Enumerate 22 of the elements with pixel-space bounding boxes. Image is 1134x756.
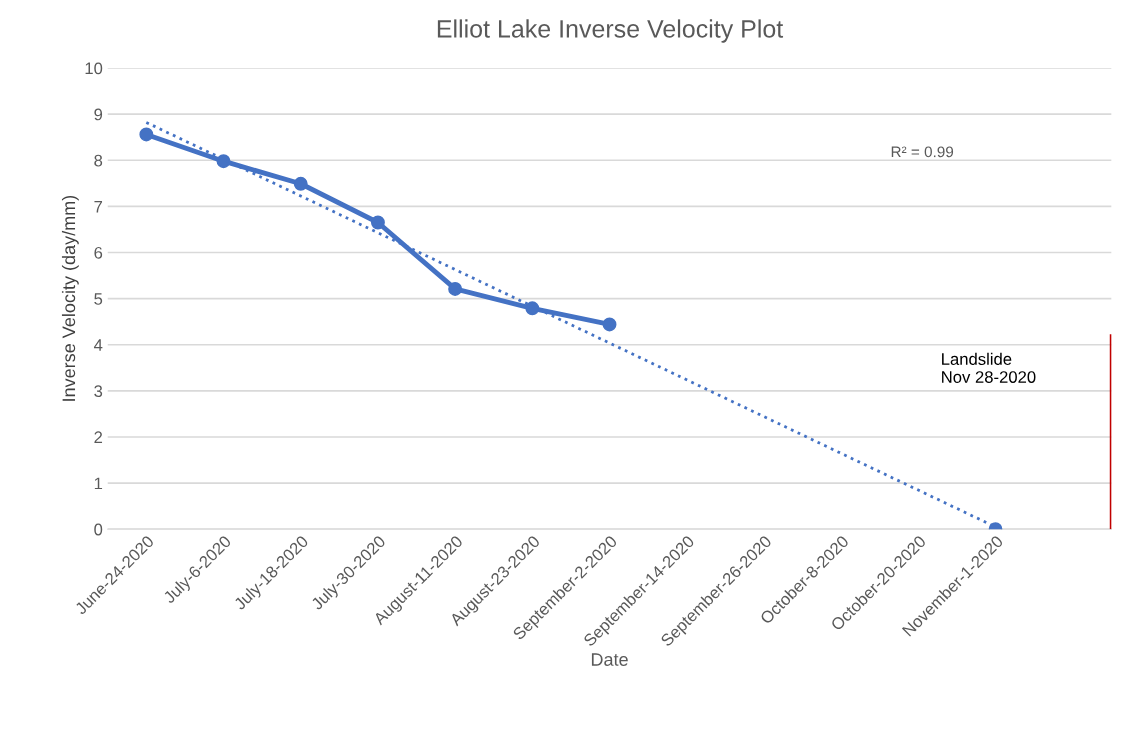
- y-tick-label: 3: [94, 385, 103, 398]
- point: [293, 176, 308, 191]
- point: [448, 281, 463, 296]
- y-tick-label: 8: [94, 154, 103, 167]
- y-tick-label: 5: [94, 293, 103, 305]
- y-axis-title: Inverse Velocity (day/mm): [61, 195, 79, 401]
- y-tick-label: 9: [94, 108, 103, 121]
- y-tick-label: 1: [94, 477, 103, 490]
- y-tick-label: 6: [94, 246, 103, 259]
- y-tick-label: 4: [93, 339, 103, 351]
- point: [370, 215, 385, 230]
- annotation: Landslide Nov 28-2020: [942, 352, 1036, 383]
- y-tick-label: 10: [85, 62, 103, 75]
- y-tick-label: 0: [94, 523, 103, 536]
- point: [139, 127, 154, 142]
- y-tick-label: 7: [94, 200, 103, 213]
- point: [602, 317, 617, 332]
- x-axis-title: Date: [591, 653, 628, 666]
- y-tick-label: 2: [94, 431, 103, 444]
- point: [525, 301, 540, 316]
- annotation: R² = 0.99: [891, 146, 954, 158]
- chart-title: Elliot Lake Inverse Velocity Plot: [437, 19, 784, 43]
